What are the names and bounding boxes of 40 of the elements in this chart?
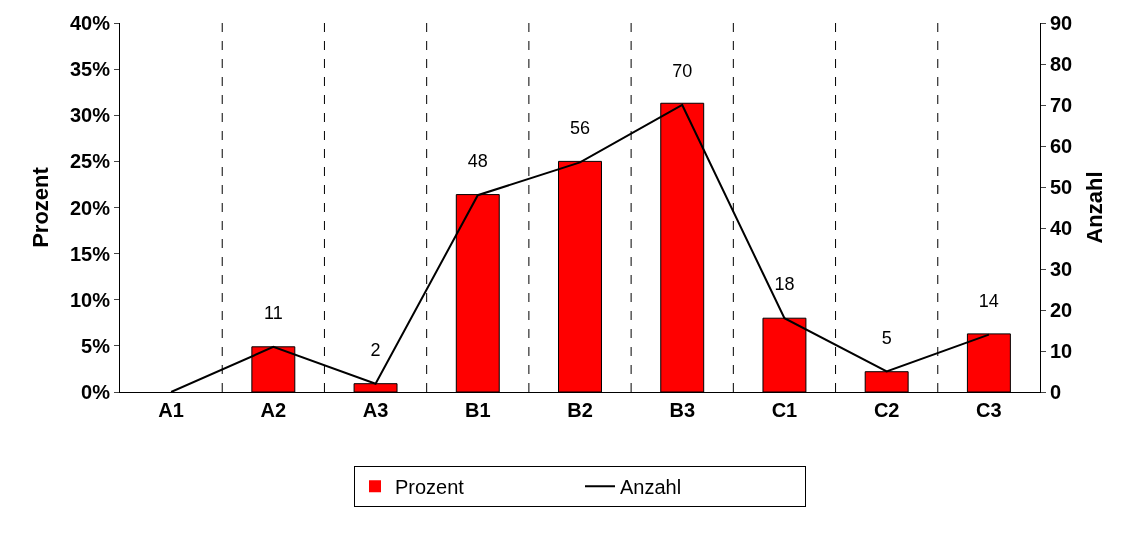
y-tick-label: 35% <box>69 58 111 81</box>
y-tick-label: 0% <box>81 381 111 403</box>
y2-tick-label: 20 <box>1050 299 1073 321</box>
data-label: 5 <box>881 327 892 348</box>
y-tick-label: 20% <box>69 196 111 219</box>
data-label: 18 <box>774 274 795 295</box>
y2-tick-label: 30 <box>1050 258 1073 280</box>
y2-tick-label: 10 <box>1050 340 1073 362</box>
data-label: 14 <box>978 290 999 311</box>
x-tick-label: C1 <box>771 399 798 421</box>
y2-tick-label: 80 <box>1050 53 1073 75</box>
x-tick-label: B1 <box>464 399 491 421</box>
data-label: 11 <box>263 303 283 323</box>
y-tick-label: 15% <box>69 242 111 265</box>
data-label: 2 <box>370 339 381 360</box>
x-tick-label: B3 <box>669 399 696 421</box>
y-tick-label: 10% <box>69 288 111 311</box>
y-axis-title: Prozent <box>27 166 53 248</box>
y2-tick-label: 60 <box>1050 135 1073 157</box>
data-label: 48 <box>467 151 488 172</box>
x-tick-label: A1 <box>158 399 184 421</box>
y-tick-label: 5% <box>81 334 111 357</box>
y-tick-label: 40% <box>69 12 111 34</box>
x-tick-label: A2 <box>260 399 287 421</box>
y2-tick-label: 0 <box>1050 381 1062 403</box>
y2-axis-title: Anzahl <box>1082 171 1108 244</box>
y2-tick-label: 90 <box>1050 12 1073 34</box>
y2-tick-label: 70 <box>1050 94 1073 116</box>
legend-label: Prozent <box>395 476 465 499</box>
y2-tick-label: 50 <box>1050 176 1073 198</box>
data-label: 70 <box>672 61 693 82</box>
x-tick-label: C2 <box>873 399 900 421</box>
x-tick-label: B2 <box>567 399 593 421</box>
legend-label: Anzahl <box>620 476 682 499</box>
y-tick-label: 30% <box>69 104 111 127</box>
y-tick-label: 25% <box>69 150 111 173</box>
x-tick-label: A3 <box>362 399 389 421</box>
data-label: 56 <box>569 118 591 139</box>
y2-tick-label: 40 <box>1050 217 1073 239</box>
x-tick-label: C3 <box>976 399 1002 421</box>
